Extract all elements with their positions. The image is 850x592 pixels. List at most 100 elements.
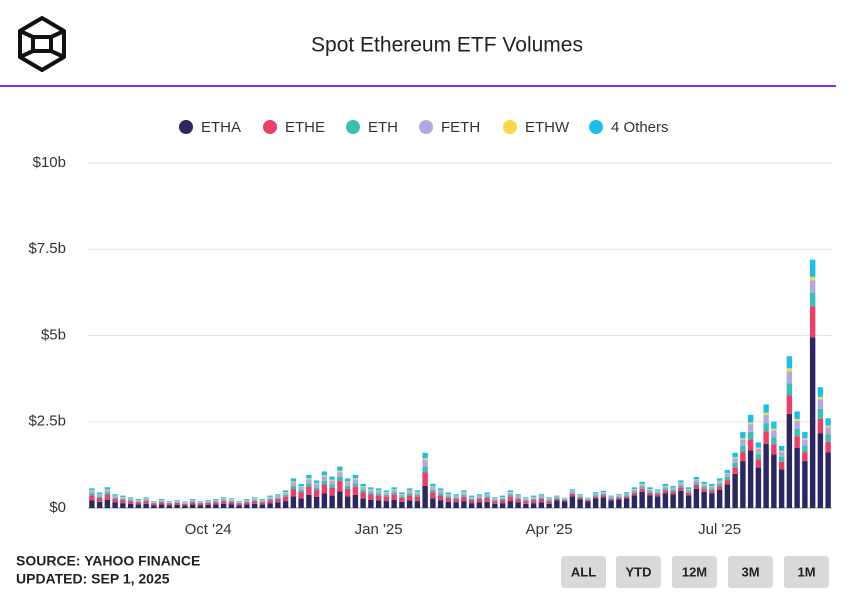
bar-segment bbox=[205, 500, 211, 501]
bar-segment bbox=[127, 497, 134, 499]
bar-segment bbox=[414, 492, 421, 493]
bar-segment bbox=[375, 491, 382, 494]
bar-segment bbox=[825, 434, 831, 442]
bar-segment bbox=[437, 493, 444, 496]
bar-segment bbox=[337, 470, 343, 473]
bar-segment bbox=[329, 480, 335, 485]
bar-segment bbox=[282, 496, 289, 502]
bar-segment bbox=[600, 495, 607, 498]
range-button-label[interactable]: 3M bbox=[741, 564, 759, 579]
bar-segment bbox=[600, 492, 607, 494]
bar-segment bbox=[251, 501, 258, 504]
bar-segment bbox=[809, 276, 816, 281]
bar-segment bbox=[809, 280, 816, 293]
bar-segment bbox=[709, 488, 715, 491]
bar-segment bbox=[368, 492, 374, 495]
bar-segment bbox=[89, 491, 95, 494]
bar-segment bbox=[631, 492, 638, 496]
range-button-label[interactable]: 12M bbox=[682, 564, 707, 579]
bar-segment bbox=[197, 502, 204, 504]
bar-segment bbox=[189, 504, 196, 508]
bar-segment bbox=[623, 496, 630, 499]
bar-segment bbox=[329, 487, 335, 496]
bar-segment bbox=[166, 505, 173, 508]
range-button[interactable] bbox=[616, 556, 661, 588]
bar-segment bbox=[569, 496, 576, 508]
range-button[interactable] bbox=[672, 556, 717, 588]
bar-segment bbox=[321, 493, 328, 508]
bar-segment bbox=[422, 485, 428, 508]
bar-segment bbox=[236, 502, 242, 504]
bar-segment bbox=[143, 501, 149, 504]
range-button-label[interactable]: YTD bbox=[626, 564, 652, 579]
bar-segment bbox=[747, 431, 754, 440]
bar-segment bbox=[298, 489, 304, 493]
bar-segment bbox=[197, 501, 204, 502]
bar-segment bbox=[740, 438, 746, 440]
bar-segment bbox=[228, 499, 235, 501]
bar-segment bbox=[104, 494, 111, 500]
bar-segment bbox=[701, 483, 707, 485]
bar-segment bbox=[499, 495, 506, 497]
bar-segment bbox=[585, 498, 591, 500]
bar-segment bbox=[104, 499, 111, 508]
bar-segment bbox=[189, 500, 196, 502]
bar-segment bbox=[352, 479, 359, 484]
range-button[interactable] bbox=[728, 556, 773, 588]
bar-segment bbox=[329, 479, 335, 481]
bar-segment bbox=[809, 337, 816, 508]
bar-segment bbox=[182, 503, 188, 506]
bar-segment bbox=[794, 447, 800, 508]
bar-segment bbox=[546, 497, 552, 499]
bar-segment bbox=[623, 493, 630, 496]
bar-segment bbox=[724, 480, 731, 485]
bar-segment bbox=[747, 424, 754, 432]
bar-segment bbox=[360, 489, 366, 493]
bar-segment bbox=[127, 498, 134, 501]
bar-segment bbox=[368, 490, 374, 493]
bar-segment bbox=[786, 395, 793, 414]
bar-segment bbox=[391, 492, 397, 495]
bar-segment bbox=[639, 484, 645, 487]
bar-segment bbox=[817, 396, 824, 400]
bar-segment bbox=[608, 497, 614, 500]
bar-segment bbox=[693, 476, 700, 480]
bar-segment bbox=[321, 484, 328, 494]
legend-label: ETHA bbox=[201, 119, 241, 136]
range-button-label[interactable]: 1M bbox=[797, 564, 815, 579]
bar-segment bbox=[654, 492, 661, 494]
bar-segment bbox=[693, 480, 700, 483]
bar-segment bbox=[205, 504, 211, 508]
bar-segment bbox=[802, 438, 808, 440]
x-tick-label: Jul '25 bbox=[698, 521, 741, 538]
bar-segment bbox=[151, 505, 157, 508]
y-tick-label: $7.5b bbox=[28, 240, 66, 257]
y-tick-label: $0 bbox=[49, 499, 66, 516]
bar-segment bbox=[244, 501, 250, 503]
bar-segment bbox=[476, 497, 483, 500]
bar-segment bbox=[368, 499, 374, 508]
bar-segment bbox=[685, 489, 692, 492]
range-button-label[interactable]: ALL bbox=[571, 564, 596, 579]
x-tick-label: Apr '25 bbox=[526, 521, 573, 538]
bar-segment bbox=[383, 496, 390, 502]
bar-segment bbox=[678, 490, 684, 508]
range-button[interactable] bbox=[561, 556, 606, 588]
bar-segment bbox=[631, 491, 638, 493]
bar-segment bbox=[755, 454, 762, 460]
bar-segment bbox=[724, 484, 731, 508]
bar-segment bbox=[654, 493, 661, 497]
y-tick-label: $10b bbox=[33, 154, 66, 171]
bar-segment bbox=[422, 452, 428, 459]
bar-segment bbox=[631, 487, 638, 490]
bar-segment bbox=[701, 486, 707, 489]
bar-segment bbox=[259, 501, 266, 503]
bar-segment bbox=[771, 437, 777, 445]
bar-segment bbox=[670, 489, 676, 492]
range-button[interactable] bbox=[784, 556, 829, 588]
bar-segment bbox=[778, 450, 785, 453]
bar-segment bbox=[89, 500, 95, 508]
bar-segment bbox=[600, 490, 607, 493]
bar-segment bbox=[592, 496, 599, 499]
